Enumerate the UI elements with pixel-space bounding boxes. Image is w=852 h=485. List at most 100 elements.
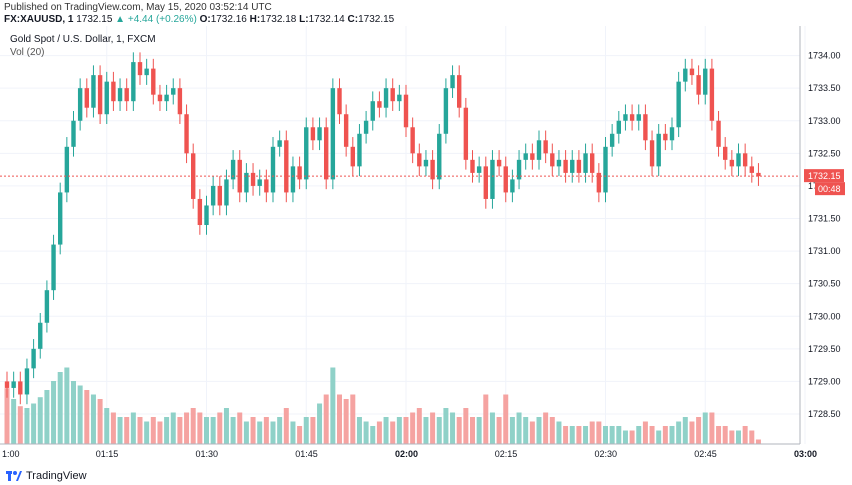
candle-body <box>410 127 415 154</box>
volume-bar <box>177 417 183 444</box>
volume-bar <box>117 417 123 444</box>
y-tick-label: 1728.50 <box>808 409 841 419</box>
current-price-label: 1732.15 <box>808 171 841 181</box>
candle-body <box>556 159 562 167</box>
candle-body <box>417 153 422 167</box>
y-tick-label: 1731.00 <box>808 246 841 256</box>
candle-body <box>496 159 502 167</box>
volume-bar <box>589 421 595 444</box>
candle-body <box>4 381 10 388</box>
y-tick-label: 1729.50 <box>808 344 841 354</box>
candle-body <box>430 159 435 180</box>
candle-body <box>596 172 602 193</box>
close-label: C: <box>347 14 359 25</box>
candle-body <box>709 68 715 121</box>
volume-bar <box>496 417 502 444</box>
candle-body <box>623 114 628 121</box>
volume-bar <box>97 399 103 444</box>
volume-bar <box>423 417 429 444</box>
candle-body <box>563 159 568 173</box>
volume-bar <box>90 394 96 444</box>
candle-body <box>470 159 475 173</box>
candle-body <box>649 140 655 167</box>
candle-body <box>530 153 535 160</box>
volume-bar <box>37 397 43 444</box>
volume-bar <box>243 421 249 444</box>
x-tick-label: 02:45 <box>694 449 717 459</box>
volume-bar <box>662 426 668 444</box>
candle-body <box>250 172 256 186</box>
volume-bar <box>277 417 283 444</box>
volume-bar <box>17 406 23 444</box>
volume-bar <box>190 408 196 444</box>
y-tick-label: 1731.50 <box>808 214 841 224</box>
candle-body <box>676 81 681 128</box>
y-tick-label: 1730.00 <box>808 311 841 321</box>
volume-bar <box>197 412 203 444</box>
volume-bar <box>509 417 515 444</box>
volume-bar <box>330 367 336 444</box>
volume-bar <box>489 412 495 444</box>
volume-bar <box>150 417 156 444</box>
candle-body <box>324 127 329 180</box>
candle-body <box>736 153 741 167</box>
candle-body <box>616 120 621 134</box>
candle-body <box>503 166 508 193</box>
volume-bar <box>689 421 695 444</box>
volume-bar <box>164 417 170 444</box>
volume-bar <box>337 394 342 444</box>
volume-bar <box>523 417 529 444</box>
close-value: 1732.15 <box>358 14 395 25</box>
y-tick-label: 1732.50 <box>808 148 841 158</box>
volume-bar <box>556 421 562 444</box>
volume-bar <box>456 417 462 444</box>
y-tick-label: 1730.50 <box>808 279 841 289</box>
y-tick-label: 1729.00 <box>808 376 841 386</box>
volume-bar <box>283 408 289 444</box>
candle-body <box>184 114 189 154</box>
volume-bar <box>290 421 296 444</box>
volume-bar <box>430 412 436 444</box>
candle-body <box>643 114 648 141</box>
volume-bar <box>569 426 575 444</box>
volume-bar <box>217 412 223 444</box>
x-tick-label: 02:15 <box>495 449 518 459</box>
volume-bar <box>71 381 76 444</box>
candle-body <box>350 146 355 167</box>
volume-bar <box>563 426 569 444</box>
volume-bar <box>583 426 589 444</box>
volume-bar <box>470 417 475 444</box>
volume-bar <box>729 430 735 444</box>
candle-body <box>230 159 236 180</box>
volume-bar <box>616 426 622 444</box>
candle-body <box>151 68 156 95</box>
candle-body <box>570 159 575 173</box>
candle-body <box>490 159 495 199</box>
candle-body <box>270 146 276 193</box>
volume-bar <box>676 421 682 444</box>
candle-body <box>217 185 222 206</box>
candle-body <box>663 133 668 141</box>
volume-bar <box>603 426 608 444</box>
candle-body <box>483 166 488 199</box>
volume-bar <box>622 430 628 444</box>
y-tick-label: 1733.50 <box>808 83 841 93</box>
candle-body <box>38 322 43 349</box>
x-tick-label: 01:30 <box>196 449 219 459</box>
candle-body <box>423 159 429 167</box>
candle-body <box>144 68 149 76</box>
volume-bar <box>104 408 110 444</box>
candle-body <box>244 172 249 193</box>
volume-bar <box>130 412 136 444</box>
volume-bar <box>529 421 535 444</box>
volume-bar <box>124 417 130 444</box>
candle-body <box>629 114 635 121</box>
volume-bar <box>263 417 269 444</box>
volume-bar <box>210 417 216 444</box>
volume-bar <box>536 417 542 444</box>
candle-body <box>636 114 641 121</box>
volume-bar <box>436 417 442 444</box>
volume-bar <box>463 408 469 444</box>
price-chart[interactable]: 1734.50 1734.00 1733.50 1733.00 1732.50 1732.… <box>0 26 852 466</box>
candle-body <box>177 88 183 115</box>
